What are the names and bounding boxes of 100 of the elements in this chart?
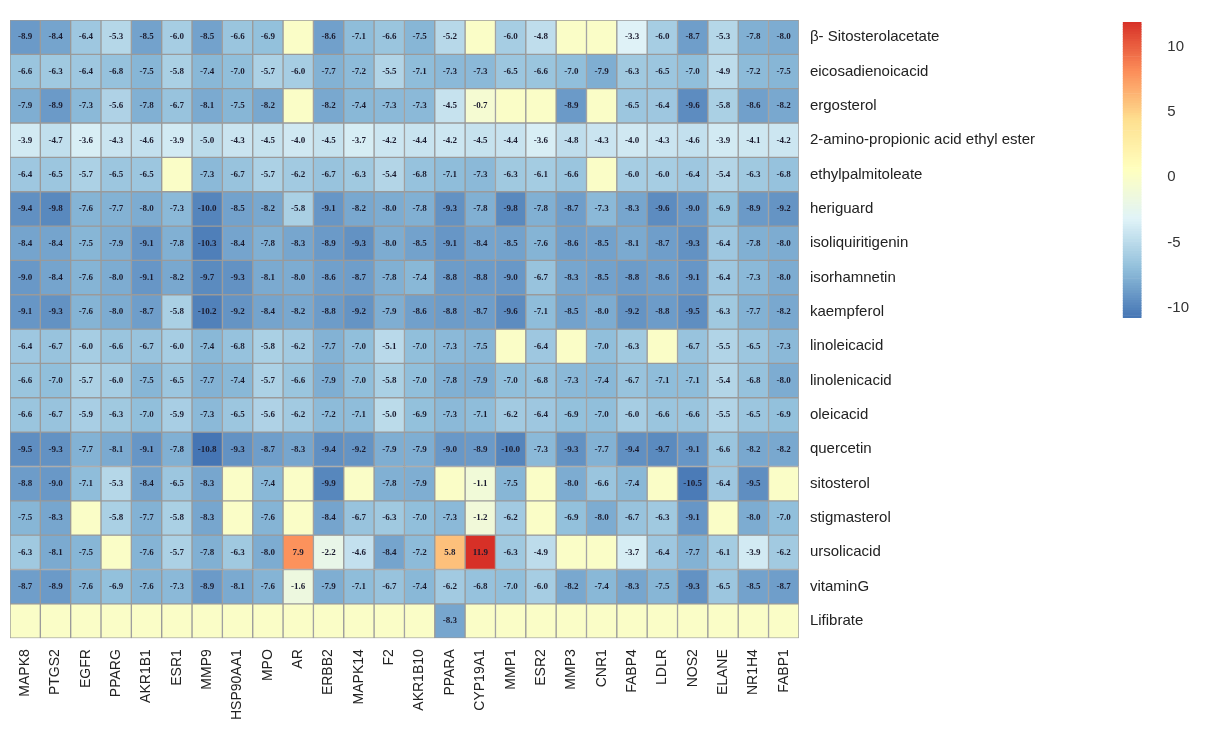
data-label: -8.2	[260, 100, 276, 111]
data-label: -4.5	[473, 134, 488, 145]
data-label: -8.1	[230, 580, 246, 591]
data-label: -6.2	[503, 409, 519, 420]
data-label: -7.5	[655, 580, 670, 591]
data-label: -5.7	[169, 546, 185, 557]
y-tick-label: eicosadienoicacid	[809, 61, 929, 79]
data-label: -4.8	[533, 31, 549, 42]
x-tick-label: FABP4	[622, 648, 639, 693]
data-label: -8.5	[746, 580, 761, 591]
data-label: -6.3	[746, 168, 761, 179]
data-label: -7.7	[200, 374, 215, 385]
data-label: -0.7	[473, 100, 488, 111]
data-label: -6.5	[109, 168, 124, 179]
y-tick-label: isoliquiritigenin	[809, 233, 909, 251]
data-label: -6.6	[533, 65, 549, 76]
data-label: -4.5	[442, 100, 458, 111]
data-label: -8.7	[473, 306, 488, 317]
data-label: -8.3	[442, 615, 458, 626]
x-tick-label: AKR1B10	[410, 648, 427, 711]
y-tick-label: stigmasterol	[809, 508, 891, 526]
data-label: -9.4	[321, 443, 337, 454]
data-label: -5.4	[382, 168, 397, 179]
data-label: -8.2	[776, 100, 792, 111]
data-label: -10.8	[197, 443, 218, 454]
data-label: -7.6	[260, 580, 276, 591]
data-label: -8.4	[473, 237, 488, 248]
data-label: -6.4	[715, 271, 731, 282]
data-label: -6.9	[564, 512, 579, 523]
data-label: -8.4	[139, 477, 155, 488]
data-label: -6.4	[655, 100, 670, 111]
data-label: -6.0	[624, 409, 640, 420]
data-label: -6.5	[169, 374, 185, 385]
data-label: -4.9	[533, 546, 549, 557]
data-label: -6.6	[564, 168, 579, 179]
data-label: -7.3	[533, 443, 549, 454]
data-label: -7.1	[655, 374, 670, 385]
data-label: -10.2	[197, 306, 218, 317]
data-label: -6.4	[715, 477, 731, 488]
data-label: -7.3	[200, 409, 215, 420]
x-tick-label: PTGS2	[46, 648, 63, 696]
data-label: -5.7	[260, 374, 276, 385]
data-label: -7.5	[230, 100, 246, 111]
data-label: -6.1	[533, 168, 549, 179]
y-tick-label: Lifibrate	[809, 611, 864, 629]
data-label: -6.6	[18, 374, 33, 385]
data-label: -7.7	[109, 203, 124, 214]
data-label: -6.0	[291, 65, 306, 76]
data-label: -5.4	[715, 374, 731, 385]
data-label: -7.5	[139, 65, 155, 76]
data-label: -8.1	[200, 100, 215, 111]
data-label: -8.5	[412, 237, 428, 248]
data-label: -7.8	[533, 203, 549, 214]
data-label: -7.3	[78, 100, 94, 111]
data-label: -6.5	[655, 65, 670, 76]
data-label: -6.5	[48, 168, 64, 179]
data-label: -7.7	[78, 443, 94, 454]
data-label: -6.5	[169, 477, 185, 488]
data-label: -6.4	[655, 546, 670, 557]
data-label: -8.8	[473, 271, 488, 282]
data-label: -5.8	[715, 100, 731, 111]
data-label: -9.0	[18, 271, 33, 282]
data-label: -9.3	[685, 237, 701, 248]
data-label: -3.6	[78, 134, 94, 145]
x-tick-label: PPARG	[107, 649, 124, 698]
data-label: -9.1	[139, 271, 155, 282]
data-label: -6.8	[533, 374, 549, 385]
data-label: -7.7	[321, 65, 337, 76]
x-tick-label: NR1H4	[744, 648, 761, 696]
data-label: -5.8	[169, 65, 185, 76]
data-label: -8.2	[260, 203, 276, 214]
data-label: -7.7	[594, 443, 610, 454]
data-label: -9.5	[18, 443, 33, 454]
data-label: -8.0	[139, 203, 155, 214]
data-label: -9.3	[48, 443, 64, 454]
data-label: -6.4	[715, 237, 731, 248]
y-tick-label: ethylpalmitoleate	[809, 164, 923, 182]
y-tick-label: isorhamnetin	[809, 267, 896, 285]
data-label: -9.3	[442, 203, 458, 214]
data-label: -6.2	[291, 340, 306, 351]
data-label: -4.4	[412, 134, 428, 145]
data-label: -9.2	[230, 306, 246, 317]
data-label: -4.4	[503, 134, 519, 145]
data-label: -7.9	[18, 100, 33, 111]
data-label: -4.0	[624, 134, 640, 145]
data-label: -6.6	[655, 409, 670, 420]
x-tick-label: ESR2	[531, 648, 548, 686]
data-label: -7.8	[169, 237, 185, 248]
data-label: -9.0	[685, 203, 701, 214]
data-label: -9.3	[685, 580, 701, 591]
data-label: -8.4	[18, 237, 33, 248]
data-label: -5.7	[260, 65, 276, 76]
data-label: -8.5	[594, 271, 610, 282]
data-label: -7.1	[533, 306, 549, 317]
data-label: -8.7	[18, 580, 33, 591]
data-label: -4.3	[655, 134, 670, 145]
data-label: -4.0	[291, 134, 306, 145]
data-label: -8.7	[685, 31, 701, 42]
data-label: -5.3	[109, 31, 124, 42]
data-label: -9.3	[351, 237, 367, 248]
